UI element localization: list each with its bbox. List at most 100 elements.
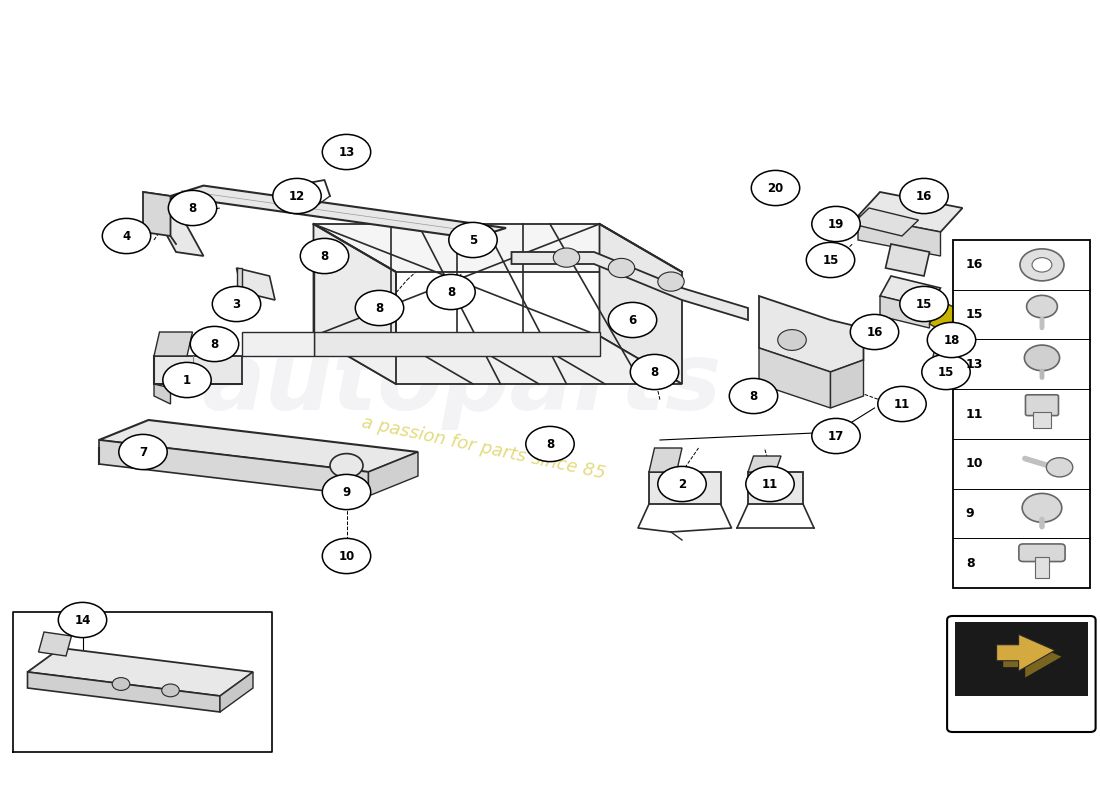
Text: 8: 8 bbox=[375, 302, 384, 314]
Circle shape bbox=[1024, 345, 1059, 370]
Polygon shape bbox=[886, 244, 929, 276]
Circle shape bbox=[927, 322, 976, 358]
Text: 8: 8 bbox=[546, 438, 554, 450]
Polygon shape bbox=[314, 336, 682, 384]
Polygon shape bbox=[28, 672, 220, 712]
Polygon shape bbox=[236, 268, 242, 292]
Circle shape bbox=[553, 248, 580, 267]
Polygon shape bbox=[368, 452, 418, 496]
Circle shape bbox=[608, 302, 657, 338]
Text: a passion for parts since 85: a passion for parts since 85 bbox=[361, 414, 607, 482]
Polygon shape bbox=[852, 208, 918, 236]
Polygon shape bbox=[99, 440, 368, 496]
Text: 7: 7 bbox=[139, 446, 147, 458]
Text: 8: 8 bbox=[320, 250, 329, 262]
Polygon shape bbox=[143, 192, 204, 256]
Polygon shape bbox=[314, 224, 396, 384]
Text: 16: 16 bbox=[966, 258, 983, 271]
Polygon shape bbox=[600, 224, 682, 384]
Text: 15: 15 bbox=[823, 254, 838, 266]
Circle shape bbox=[900, 178, 948, 214]
Circle shape bbox=[878, 386, 926, 422]
Circle shape bbox=[330, 454, 363, 478]
FancyBboxPatch shape bbox=[1033, 413, 1050, 429]
Circle shape bbox=[190, 326, 239, 362]
Circle shape bbox=[58, 602, 107, 638]
Text: 15: 15 bbox=[966, 308, 983, 321]
Circle shape bbox=[608, 258, 635, 278]
Polygon shape bbox=[143, 192, 170, 236]
Text: 9: 9 bbox=[342, 486, 351, 498]
Text: 11: 11 bbox=[966, 407, 983, 421]
Circle shape bbox=[449, 222, 497, 258]
Polygon shape bbox=[28, 648, 253, 696]
Polygon shape bbox=[930, 300, 962, 336]
Text: 2: 2 bbox=[678, 478, 686, 490]
Circle shape bbox=[1026, 295, 1057, 318]
Circle shape bbox=[922, 354, 970, 390]
Circle shape bbox=[812, 206, 860, 242]
Polygon shape bbox=[170, 186, 506, 238]
Text: 13: 13 bbox=[966, 358, 983, 370]
Circle shape bbox=[630, 354, 679, 390]
Circle shape bbox=[273, 178, 321, 214]
Circle shape bbox=[102, 218, 151, 254]
Text: 6: 6 bbox=[628, 314, 637, 326]
Circle shape bbox=[300, 238, 349, 274]
Text: 16: 16 bbox=[867, 326, 882, 338]
Circle shape bbox=[812, 418, 860, 454]
Text: 14: 14 bbox=[75, 614, 90, 626]
Circle shape bbox=[168, 190, 217, 226]
Polygon shape bbox=[649, 472, 720, 504]
Circle shape bbox=[112, 678, 130, 690]
Polygon shape bbox=[314, 224, 682, 272]
FancyArrowPatch shape bbox=[1025, 458, 1059, 469]
Polygon shape bbox=[880, 276, 940, 308]
Polygon shape bbox=[748, 472, 803, 504]
FancyBboxPatch shape bbox=[947, 616, 1096, 732]
Polygon shape bbox=[880, 296, 929, 328]
FancyBboxPatch shape bbox=[1019, 544, 1065, 562]
Circle shape bbox=[322, 538, 371, 574]
Polygon shape bbox=[930, 348, 968, 380]
Text: 8: 8 bbox=[966, 557, 975, 570]
Text: 8: 8 bbox=[447, 286, 455, 298]
Polygon shape bbox=[759, 348, 830, 408]
Text: 8: 8 bbox=[188, 202, 197, 214]
Text: 1: 1 bbox=[183, 374, 191, 386]
Circle shape bbox=[355, 290, 404, 326]
Text: 8: 8 bbox=[650, 366, 659, 378]
Polygon shape bbox=[39, 632, 72, 656]
Circle shape bbox=[322, 474, 371, 510]
Circle shape bbox=[806, 242, 855, 278]
Polygon shape bbox=[1003, 641, 1062, 678]
Text: 8: 8 bbox=[749, 390, 758, 402]
Polygon shape bbox=[314, 332, 600, 356]
Polygon shape bbox=[858, 216, 940, 256]
Circle shape bbox=[729, 378, 778, 414]
Text: autoparts: autoparts bbox=[201, 338, 723, 430]
Polygon shape bbox=[997, 634, 1055, 671]
Polygon shape bbox=[512, 252, 748, 320]
Text: 12: 12 bbox=[289, 190, 305, 202]
Circle shape bbox=[526, 426, 574, 462]
Circle shape bbox=[850, 314, 899, 350]
Polygon shape bbox=[154, 384, 170, 404]
Circle shape bbox=[658, 272, 684, 291]
Circle shape bbox=[746, 466, 794, 502]
Circle shape bbox=[658, 466, 706, 502]
Text: 4: 4 bbox=[122, 230, 131, 242]
Text: 20: 20 bbox=[768, 182, 783, 194]
Polygon shape bbox=[649, 448, 682, 472]
Text: 16: 16 bbox=[916, 190, 932, 202]
Polygon shape bbox=[154, 332, 192, 356]
Polygon shape bbox=[759, 296, 864, 372]
Circle shape bbox=[900, 286, 948, 322]
Text: 18: 18 bbox=[944, 334, 959, 346]
Text: 19: 19 bbox=[828, 218, 844, 230]
Text: 17: 17 bbox=[828, 430, 844, 442]
Circle shape bbox=[427, 274, 475, 310]
Polygon shape bbox=[236, 268, 275, 300]
Text: 9: 9 bbox=[966, 507, 975, 520]
Text: 15: 15 bbox=[938, 366, 954, 378]
